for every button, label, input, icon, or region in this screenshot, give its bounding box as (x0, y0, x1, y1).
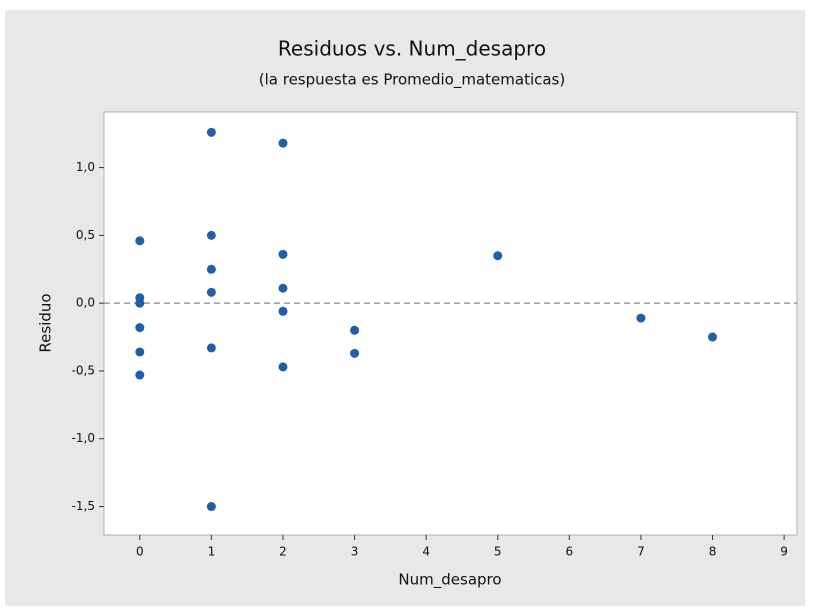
point (278, 138, 288, 148)
y-tick-label: -1,5 (72, 499, 95, 513)
y-tick-label: -0,5 (72, 363, 95, 377)
x-tick-label: 2 (279, 545, 287, 559)
y-tick-label: 0,5 (76, 228, 95, 242)
chart-subtitle: (la respuesta es Promedio_matematicas) (259, 71, 565, 90)
point (350, 325, 360, 335)
point (708, 332, 718, 342)
point (135, 370, 145, 380)
plot-area (103, 111, 798, 536)
x-tick-label: 9 (780, 545, 788, 559)
point (135, 323, 145, 333)
point (206, 502, 216, 512)
point (206, 343, 216, 353)
y-axis-label: Residuo (37, 293, 55, 352)
x-tick-label: 3 (351, 545, 359, 559)
point (206, 230, 216, 240)
x-tick-label: 7 (637, 545, 645, 559)
point (278, 306, 288, 316)
point (278, 362, 288, 372)
y-tick-label: -1,0 (72, 431, 95, 445)
x-tick-label: 5 (494, 545, 502, 559)
point (278, 249, 288, 259)
point (135, 236, 145, 246)
x-tick-label: 6 (566, 545, 574, 559)
point (493, 251, 503, 261)
point (350, 348, 360, 358)
point (278, 283, 288, 293)
point (206, 287, 216, 297)
point (206, 127, 216, 137)
x-tick-label: 8 (709, 545, 717, 559)
point (206, 264, 216, 274)
point (636, 313, 646, 323)
point (135, 347, 145, 357)
point (135, 298, 145, 308)
y-tick-label: 1,0 (76, 160, 95, 174)
x-tick-label: 0 (136, 545, 144, 559)
x-axis-label: Num_desapro (398, 571, 501, 590)
x-tick-label: 4 (422, 545, 430, 559)
chart-title: Residuos vs. Num_desapro (278, 37, 546, 61)
y-tick-label: 0,0 (76, 296, 95, 310)
x-tick-label: 1 (208, 545, 216, 559)
